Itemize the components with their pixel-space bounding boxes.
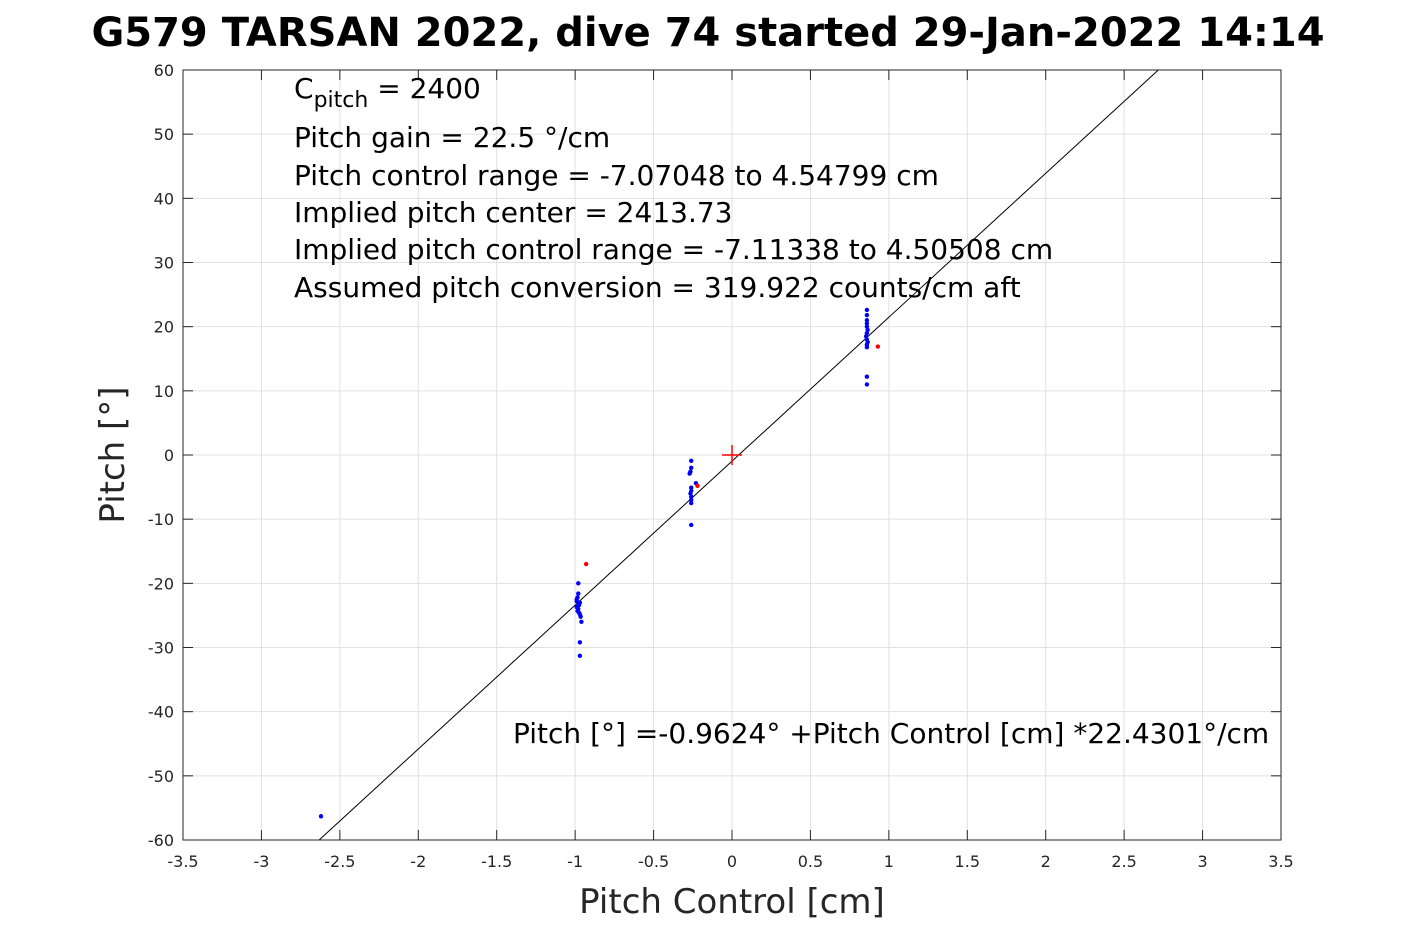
data-point xyxy=(689,500,694,506)
data-point xyxy=(689,485,694,490)
y-tick-label: 10 xyxy=(154,382,174,401)
data-point xyxy=(576,581,581,586)
annotation-implied-range: Implied pitch control range = -7.11338 t… xyxy=(294,233,1053,266)
x-tick-label: 1 xyxy=(884,852,894,871)
data-point xyxy=(578,614,583,619)
y-tick-label: 0 xyxy=(164,446,174,465)
y-tick-label: 40 xyxy=(154,189,174,208)
data-point xyxy=(687,471,692,476)
data-point xyxy=(864,312,870,318)
data-points xyxy=(318,307,881,819)
x-tick-label: -0.5 xyxy=(638,852,669,871)
data-point xyxy=(577,600,583,605)
data-point xyxy=(583,561,589,567)
x-tick-label: 1.5 xyxy=(955,852,980,871)
chart-title: G579 TARSAN 2022, dive 74 started 29-Jan… xyxy=(91,10,1324,56)
data-point xyxy=(864,318,870,323)
y-tick-marks: -60 -50 -40 -30 -20 -10 0 10 20 30 40 50 60 xyxy=(148,61,1281,850)
y-tick-label: -40 xyxy=(148,703,174,722)
data-point xyxy=(689,497,694,503)
data-point xyxy=(864,345,870,350)
data-point xyxy=(579,619,584,625)
data-point xyxy=(318,814,324,819)
y-tick-label: -10 xyxy=(148,510,174,529)
y-tick-label: -30 xyxy=(148,639,174,658)
x-tick-label: -1.5 xyxy=(481,852,512,871)
data-point xyxy=(864,374,870,379)
y-axis-label: Pitch [°] xyxy=(93,386,133,523)
grid-lines xyxy=(182,69,1282,841)
data-point xyxy=(576,591,581,596)
x-tick-label: -3 xyxy=(253,852,269,871)
center-marker-layer xyxy=(722,445,742,465)
annotation-pitch-gain: Pitch gain = 22.5 °/cm xyxy=(294,121,610,154)
data-point xyxy=(689,465,694,471)
x-tick-label: 0.5 xyxy=(798,852,823,871)
cpitch-subscript: pitch xyxy=(314,88,369,113)
data-point xyxy=(875,344,881,349)
x-tick-label: 0 xyxy=(727,852,737,871)
y-tick-label: 30 xyxy=(154,254,174,273)
x-tick-label: -2.5 xyxy=(324,852,355,871)
annotation-pitch-conversion: Assumed pitch conversion = 319.922 count… xyxy=(294,271,1021,304)
fit-equation-label: Pitch [°] =-0.9624° +Pitch Control [cm] … xyxy=(513,717,1269,750)
data-point xyxy=(689,522,694,528)
x-tick-label: -2 xyxy=(410,852,426,871)
x-axis-label: Pitch Control [cm] xyxy=(579,882,885,922)
data-point xyxy=(864,382,870,387)
data-point xyxy=(864,321,870,326)
x-tick-marks: -3.5 -3 -2.5 -2 -1.5 -1 -0.5 0 0.5 1 1.5 2 2.5 3 3.5 xyxy=(167,70,1294,871)
x-tick-label: 3.5 xyxy=(1268,852,1293,871)
annotation-block: Cpitch = 2400 Pitch gain = 22.5 °/cm Pit… xyxy=(294,72,1053,304)
data-point xyxy=(577,653,583,659)
annotation-pitch-control-range: Pitch control range = -7.07048 to 4.5479… xyxy=(294,159,939,192)
x-tick-label: 2 xyxy=(1041,852,1051,871)
annotation-implied-center: Implied pitch center = 2413.73 xyxy=(294,196,732,229)
x-tick-label: 3 xyxy=(1197,852,1207,871)
y-tick-label: 20 xyxy=(154,318,174,337)
data-point xyxy=(574,597,579,602)
annotation-cpitch: Cpitch = 2400 xyxy=(294,72,481,113)
data-point xyxy=(689,458,694,463)
data-point xyxy=(577,640,583,645)
data-point xyxy=(689,494,694,499)
y-tick-label: 50 xyxy=(154,125,174,144)
y-tick-label: -20 xyxy=(148,574,174,593)
data-point xyxy=(864,307,870,313)
x-tick-label: -1 xyxy=(567,852,583,871)
y-tick-label: -50 xyxy=(148,767,174,786)
y-tick-label: -60 xyxy=(148,831,174,850)
data-point xyxy=(695,483,700,488)
x-tick-label: 2.5 xyxy=(1111,852,1136,871)
cpitch-value: = 2400 xyxy=(368,72,481,105)
x-tick-label: -3.5 xyxy=(167,852,198,871)
cpitch-base: C xyxy=(294,72,314,105)
y-tick-label: 60 xyxy=(154,61,174,80)
